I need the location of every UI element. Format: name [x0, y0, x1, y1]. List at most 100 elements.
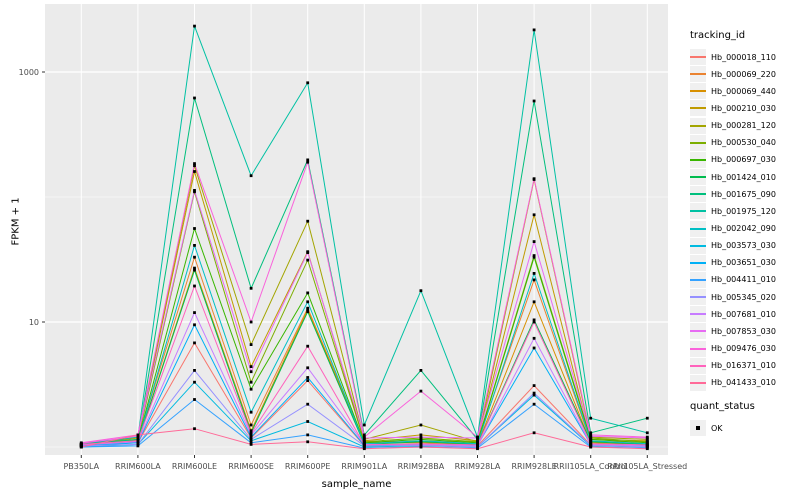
data-point [532, 431, 536, 435]
y-tick-label: 10 [29, 318, 39, 327]
data-point [249, 387, 253, 391]
legend-item-label: Hb_000018_110 [711, 52, 776, 62]
legend-item-Hb_004411_010: Hb_004411_010 [690, 271, 776, 288]
legend-item-Hb_016371_010: Hb_016371_010 [690, 357, 776, 374]
data-point [136, 443, 140, 446]
data-point [419, 435, 423, 439]
data-point [249, 320, 253, 324]
legend-key-swatch [690, 169, 706, 186]
x-tick-label: RRIM600SE [228, 462, 274, 471]
legend-item-Hb_000018_110: Hb_000018_110 [690, 49, 776, 65]
data-point [193, 284, 196, 288]
legend-item-Hb_002042_090: Hb_002042_090 [690, 220, 776, 237]
data-point [532, 402, 536, 406]
legend-item-Hb_000069_440: Hb_000069_440 [690, 83, 776, 100]
legend-item-Hb_001675_090: Hb_001675_090 [690, 186, 776, 203]
legend-item-Hb_000069_220: Hb_000069_220 [690, 66, 776, 83]
legend-item-label: Hb_007681_010 [711, 309, 776, 319]
data-point [532, 300, 536, 304]
data-point [249, 286, 253, 290]
legend-item-Hb_007853_030: Hb_007853_030 [690, 323, 776, 340]
data-point [249, 410, 253, 414]
legend-item-label: Hb_003573_030 [711, 241, 776, 251]
legend-item-label: Hb_005345_020 [711, 292, 776, 302]
data-point [589, 445, 593, 449]
data-point [419, 433, 423, 437]
data-point [476, 443, 479, 447]
legend-key-swatch [690, 151, 706, 168]
legend-key-swatch [690, 357, 706, 374]
data-point [362, 447, 366, 451]
x-tick-label: RRIM928BA [398, 462, 445, 471]
data-point [589, 431, 593, 435]
legend-item-label: Hb_003651_030 [711, 258, 776, 268]
data-point [193, 369, 196, 372]
legend-item-label: OK [711, 423, 723, 433]
data-point [589, 439, 593, 443]
legend-title-quant-status: quant_status [690, 401, 755, 412]
legend-key-swatch [690, 340, 706, 357]
data-point [249, 380, 253, 384]
data-point [249, 365, 253, 368]
data-point [249, 435, 253, 439]
data-point [476, 447, 479, 451]
legend-key-swatch [690, 220, 706, 237]
data-point [532, 213, 536, 217]
legend-key-swatch [690, 66, 706, 83]
x-tick-label: RRIM928LE [512, 462, 557, 471]
data-point [193, 24, 196, 28]
legend-key-swatch [690, 237, 706, 254]
data-point [249, 441, 253, 445]
data-point [532, 320, 536, 324]
legend-key-swatch [690, 203, 706, 220]
data-point [419, 369, 423, 372]
x-tick-label: RRIM928LA [455, 462, 501, 471]
data-point [79, 445, 83, 449]
y-tick-label: 1000 [19, 68, 39, 77]
legend-item-label: Hb_007853_030 [711, 326, 776, 336]
legend-item-label: Hb_009476_030 [711, 344, 776, 354]
data-point [193, 255, 196, 259]
data-point [193, 244, 196, 247]
data-point [532, 318, 536, 322]
data-point [419, 439, 423, 443]
x-tick-label: RRIM901LA [341, 462, 387, 471]
data-point [589, 442, 593, 446]
data-point [476, 435, 479, 439]
legend-item-label: Hb_004411_010 [711, 275, 776, 285]
y-axis-title: FPKM + 1 [10, 197, 22, 246]
data-point [193, 227, 196, 230]
data-point [532, 384, 536, 387]
data-point [193, 266, 196, 270]
data-point [193, 268, 196, 272]
data-point [589, 416, 593, 420]
legend-key-swatch [690, 289, 706, 306]
legend-item-Hb_005345_020: Hb_005345_020 [690, 289, 776, 306]
legend-key-swatch [690, 254, 706, 271]
data-point [532, 278, 536, 282]
legend-key-swatch [690, 100, 706, 117]
data-point [419, 289, 423, 293]
data-point [306, 258, 310, 262]
data-point [645, 447, 649, 451]
data-point [532, 255, 536, 259]
legend-key-swatch [690, 374, 706, 391]
data-point [193, 164, 196, 168]
legend-item-Hb_009476_030: Hb_009476_030 [690, 340, 776, 357]
data-point [249, 174, 253, 178]
data-point [532, 99, 536, 103]
data-point [532, 240, 536, 243]
data-point [136, 433, 140, 437]
data-point [532, 254, 536, 257]
data-point [306, 300, 310, 304]
data-point [362, 433, 366, 437]
data-point [193, 170, 196, 173]
data-point [306, 344, 310, 348]
data-point [306, 308, 310, 312]
data-point [306, 310, 310, 314]
data-point [306, 366, 310, 370]
data-point [79, 443, 83, 446]
legend-item-Hb_041433_010: Hb_041433_010 [690, 374, 776, 391]
